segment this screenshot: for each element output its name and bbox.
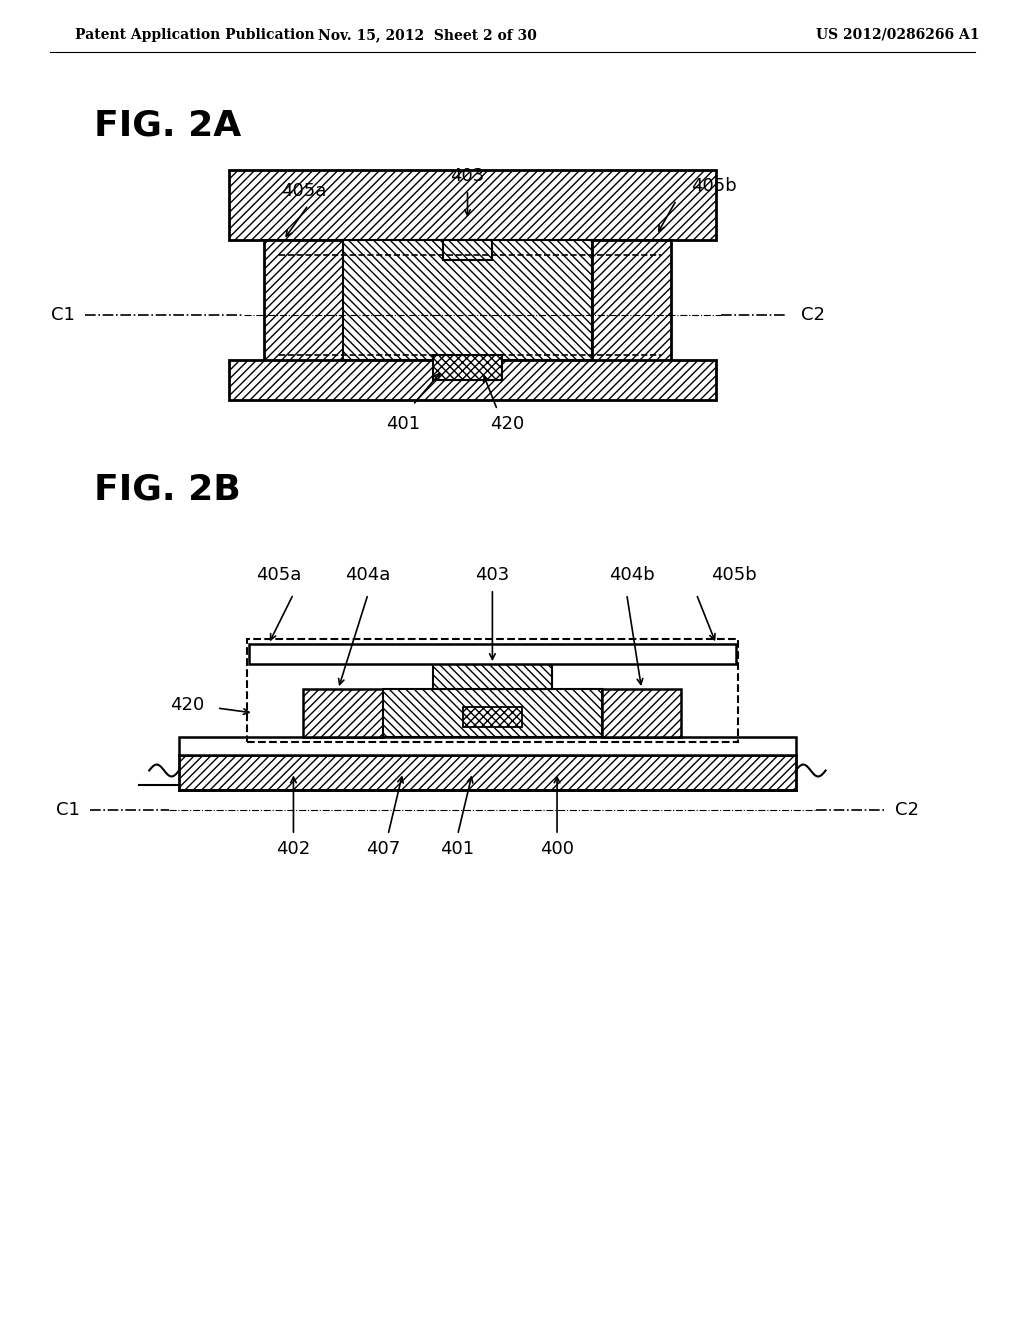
Text: 405b: 405b bbox=[712, 566, 757, 583]
Bar bbox=[602, 689, 681, 737]
Text: 401: 401 bbox=[440, 840, 475, 858]
Bar bbox=[592, 240, 672, 380]
Text: 420: 420 bbox=[170, 696, 204, 714]
Text: Patent Application Publication: Patent Application Publication bbox=[75, 28, 314, 42]
Bar bbox=[433, 355, 503, 380]
Text: FIG. 2A: FIG. 2A bbox=[94, 108, 242, 143]
Text: 403: 403 bbox=[451, 168, 484, 185]
Bar bbox=[442, 240, 493, 260]
Bar bbox=[228, 360, 716, 400]
Text: 404a: 404a bbox=[345, 566, 391, 583]
Bar bbox=[179, 737, 796, 755]
Text: C1: C1 bbox=[55, 801, 80, 818]
Text: US 2012/0286266 A1: US 2012/0286266 A1 bbox=[816, 28, 979, 42]
Text: 402: 402 bbox=[276, 840, 310, 858]
Bar bbox=[463, 708, 522, 727]
Text: C2: C2 bbox=[801, 306, 824, 323]
Text: 405a: 405a bbox=[281, 182, 326, 201]
Bar bbox=[179, 755, 796, 789]
Bar bbox=[249, 644, 736, 664]
Text: Nov. 15, 2012  Sheet 2 of 30: Nov. 15, 2012 Sheet 2 of 30 bbox=[318, 28, 538, 42]
Bar bbox=[247, 639, 738, 742]
Bar bbox=[263, 240, 343, 380]
Text: 405b: 405b bbox=[691, 177, 737, 195]
Text: 401: 401 bbox=[386, 414, 420, 433]
Text: C1: C1 bbox=[51, 306, 75, 323]
Text: 400: 400 bbox=[540, 840, 574, 858]
Bar bbox=[433, 664, 552, 689]
Bar bbox=[343, 240, 592, 360]
Bar bbox=[383, 689, 602, 737]
Text: 420: 420 bbox=[490, 414, 524, 433]
Text: 404b: 404b bbox=[609, 566, 654, 583]
Text: 407: 407 bbox=[366, 840, 400, 858]
Text: C2: C2 bbox=[895, 801, 920, 818]
Bar bbox=[228, 170, 716, 240]
Text: 403: 403 bbox=[475, 566, 510, 583]
Bar bbox=[303, 689, 383, 737]
Text: 405a: 405a bbox=[256, 566, 301, 583]
Text: FIG. 2B: FIG. 2B bbox=[94, 473, 242, 507]
